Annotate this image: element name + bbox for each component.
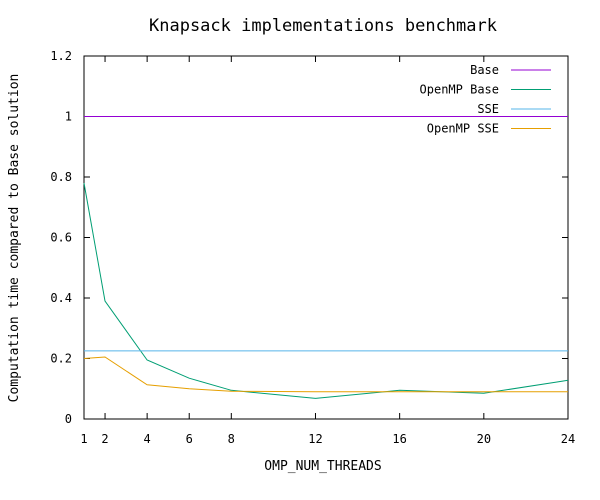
series-lines <box>83 116 569 399</box>
x-tick-label: 24 <box>561 432 575 446</box>
x-tick-label: 4 <box>144 432 151 446</box>
x-tick-label: 12 <box>308 432 322 446</box>
chart-title: Knapsack implementations benchmark <box>149 16 497 36</box>
series-line-openmp-sse <box>83 356 568 393</box>
x-tick-label: 2 <box>101 432 108 446</box>
y-tick-label: 1 <box>65 110 72 124</box>
legend-label-sse: SSE <box>477 102 499 116</box>
series-line-openmp-base <box>83 182 569 399</box>
legend-label-base: Base <box>470 63 499 77</box>
y-tick-label: 0.2 <box>50 352 72 366</box>
x-tick-label: 1 <box>80 432 87 446</box>
y-tick-label: 0.8 <box>50 170 72 184</box>
x-tick-label: 16 <box>392 432 406 446</box>
x-axis-label: OMP_NUM_THREADS <box>264 459 381 474</box>
x-tick-label: 8 <box>228 432 235 446</box>
legend-label-openmp-base: OpenMP Base <box>420 83 499 97</box>
y-tick-label: 0.4 <box>50 291 72 305</box>
legend-label-openmp-sse: OpenMP SSE <box>427 122 499 136</box>
y-axis-label: Computation time compared to Base soluti… <box>7 74 22 403</box>
legend: Base OpenMP Base SSE OpenMP SSE <box>420 63 551 136</box>
x-tick-label: 6 <box>186 432 193 446</box>
x-tick-label: 20 <box>477 432 491 446</box>
y-tick-label: 0 <box>65 412 72 426</box>
y-tick-label: 0.6 <box>50 231 72 245</box>
y-tick-label: 1.2 <box>50 49 72 63</box>
